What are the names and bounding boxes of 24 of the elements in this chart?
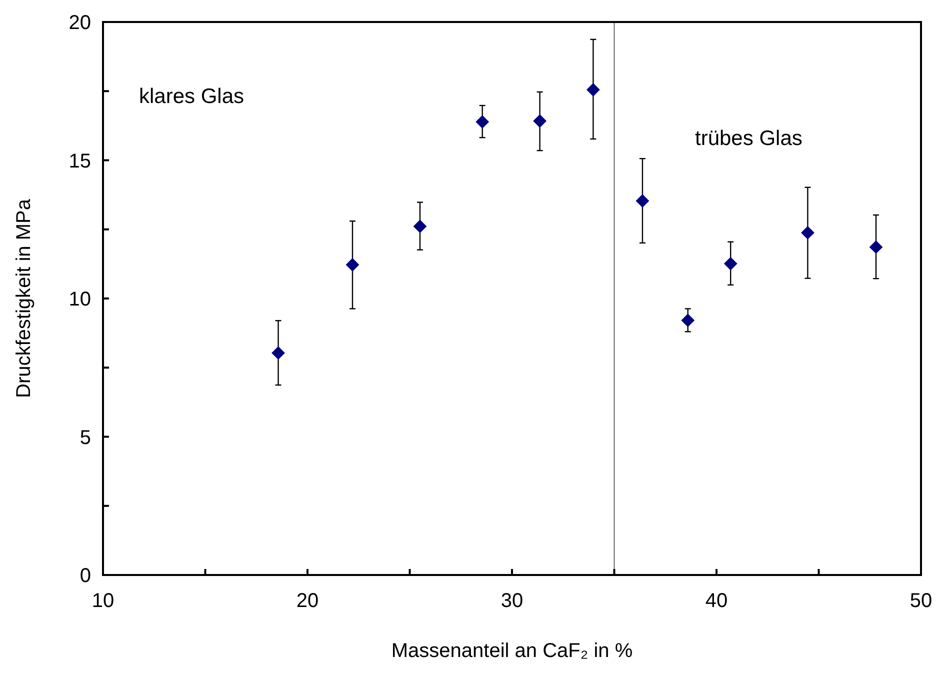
point [346, 258, 360, 272]
annotation: trübes Glas [695, 127, 802, 150]
x-tick-label: 20 [296, 590, 319, 612]
annotation: klares Glas [139, 85, 244, 108]
point [801, 226, 814, 240]
point [681, 314, 695, 328]
y-tick-label: 0 [80, 565, 91, 587]
point [272, 346, 285, 360]
x-tick-label: 40 [705, 590, 728, 612]
y-axis-title: Druckfestigkeit in MPa [13, 198, 35, 398]
y-tick-label: 20 [68, 12, 91, 34]
y-tick-label: 15 [68, 150, 91, 172]
point [413, 220, 427, 234]
point [476, 115, 490, 129]
x-axis-title: Massenanteil an CaF₂ in % [391, 640, 633, 662]
point [724, 256, 738, 270]
x-tick-label: 30 [500, 590, 524, 612]
x-tick-label: 50 [910, 590, 932, 612]
point [869, 240, 883, 254]
point [586, 83, 600, 96]
point [636, 194, 650, 208]
point [533, 114, 547, 128]
y-tick-label: 10 [68, 288, 91, 310]
y-tick-label: 5 [80, 426, 91, 449]
